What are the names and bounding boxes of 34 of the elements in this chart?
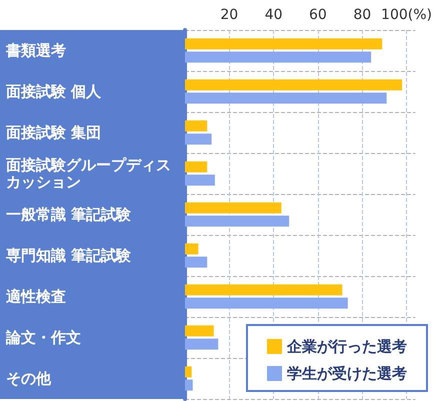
bar: [185, 120, 208, 132]
bar: [185, 284, 342, 296]
bar: [185, 52, 372, 63]
bar: [185, 366, 192, 378]
bar: [185, 202, 282, 214]
legend-label: 企業が行った選考: [286, 338, 407, 356]
bar: [185, 243, 198, 254]
bar: [185, 298, 348, 309]
bar: [185, 216, 290, 227]
bar: [185, 256, 208, 268]
y-tick-label: 書類選考: [5, 42, 66, 60]
y-tick-label: 適性検査: [5, 288, 66, 306]
bar: [185, 338, 218, 350]
y-tick-label: 面接試験 集団: [5, 124, 102, 142]
bar: [185, 325, 214, 336]
y-tick-label: 論文・作文: [5, 328, 81, 346]
bar: [185, 174, 215, 186]
bar: [185, 92, 387, 104]
x-tick-label: 20: [220, 7, 238, 23]
bar: [185, 161, 208, 172]
bar: [185, 79, 402, 90]
x-tick-label: 80: [353, 7, 372, 23]
y-tick-label: 面接試験 個人: [5, 82, 102, 100]
legend-label: 学生が受けた選考: [287, 364, 407, 382]
bar: [185, 38, 382, 50]
y-tick-label: 面接試験グループディスカッション: [5, 156, 171, 191]
x-tick-label: 40: [264, 7, 283, 23]
x-tick-label: 100(%): [381, 7, 432, 23]
x-tick-label: 60: [309, 7, 327, 23]
bar: [185, 134, 212, 145]
y-tick-label: その他: [6, 370, 52, 388]
y-tick-label: 専門知識 筆記試験: [5, 246, 132, 264]
y-tick-label: 一般常識 筆記試験: [6, 206, 132, 224]
bar: [185, 380, 193, 391]
